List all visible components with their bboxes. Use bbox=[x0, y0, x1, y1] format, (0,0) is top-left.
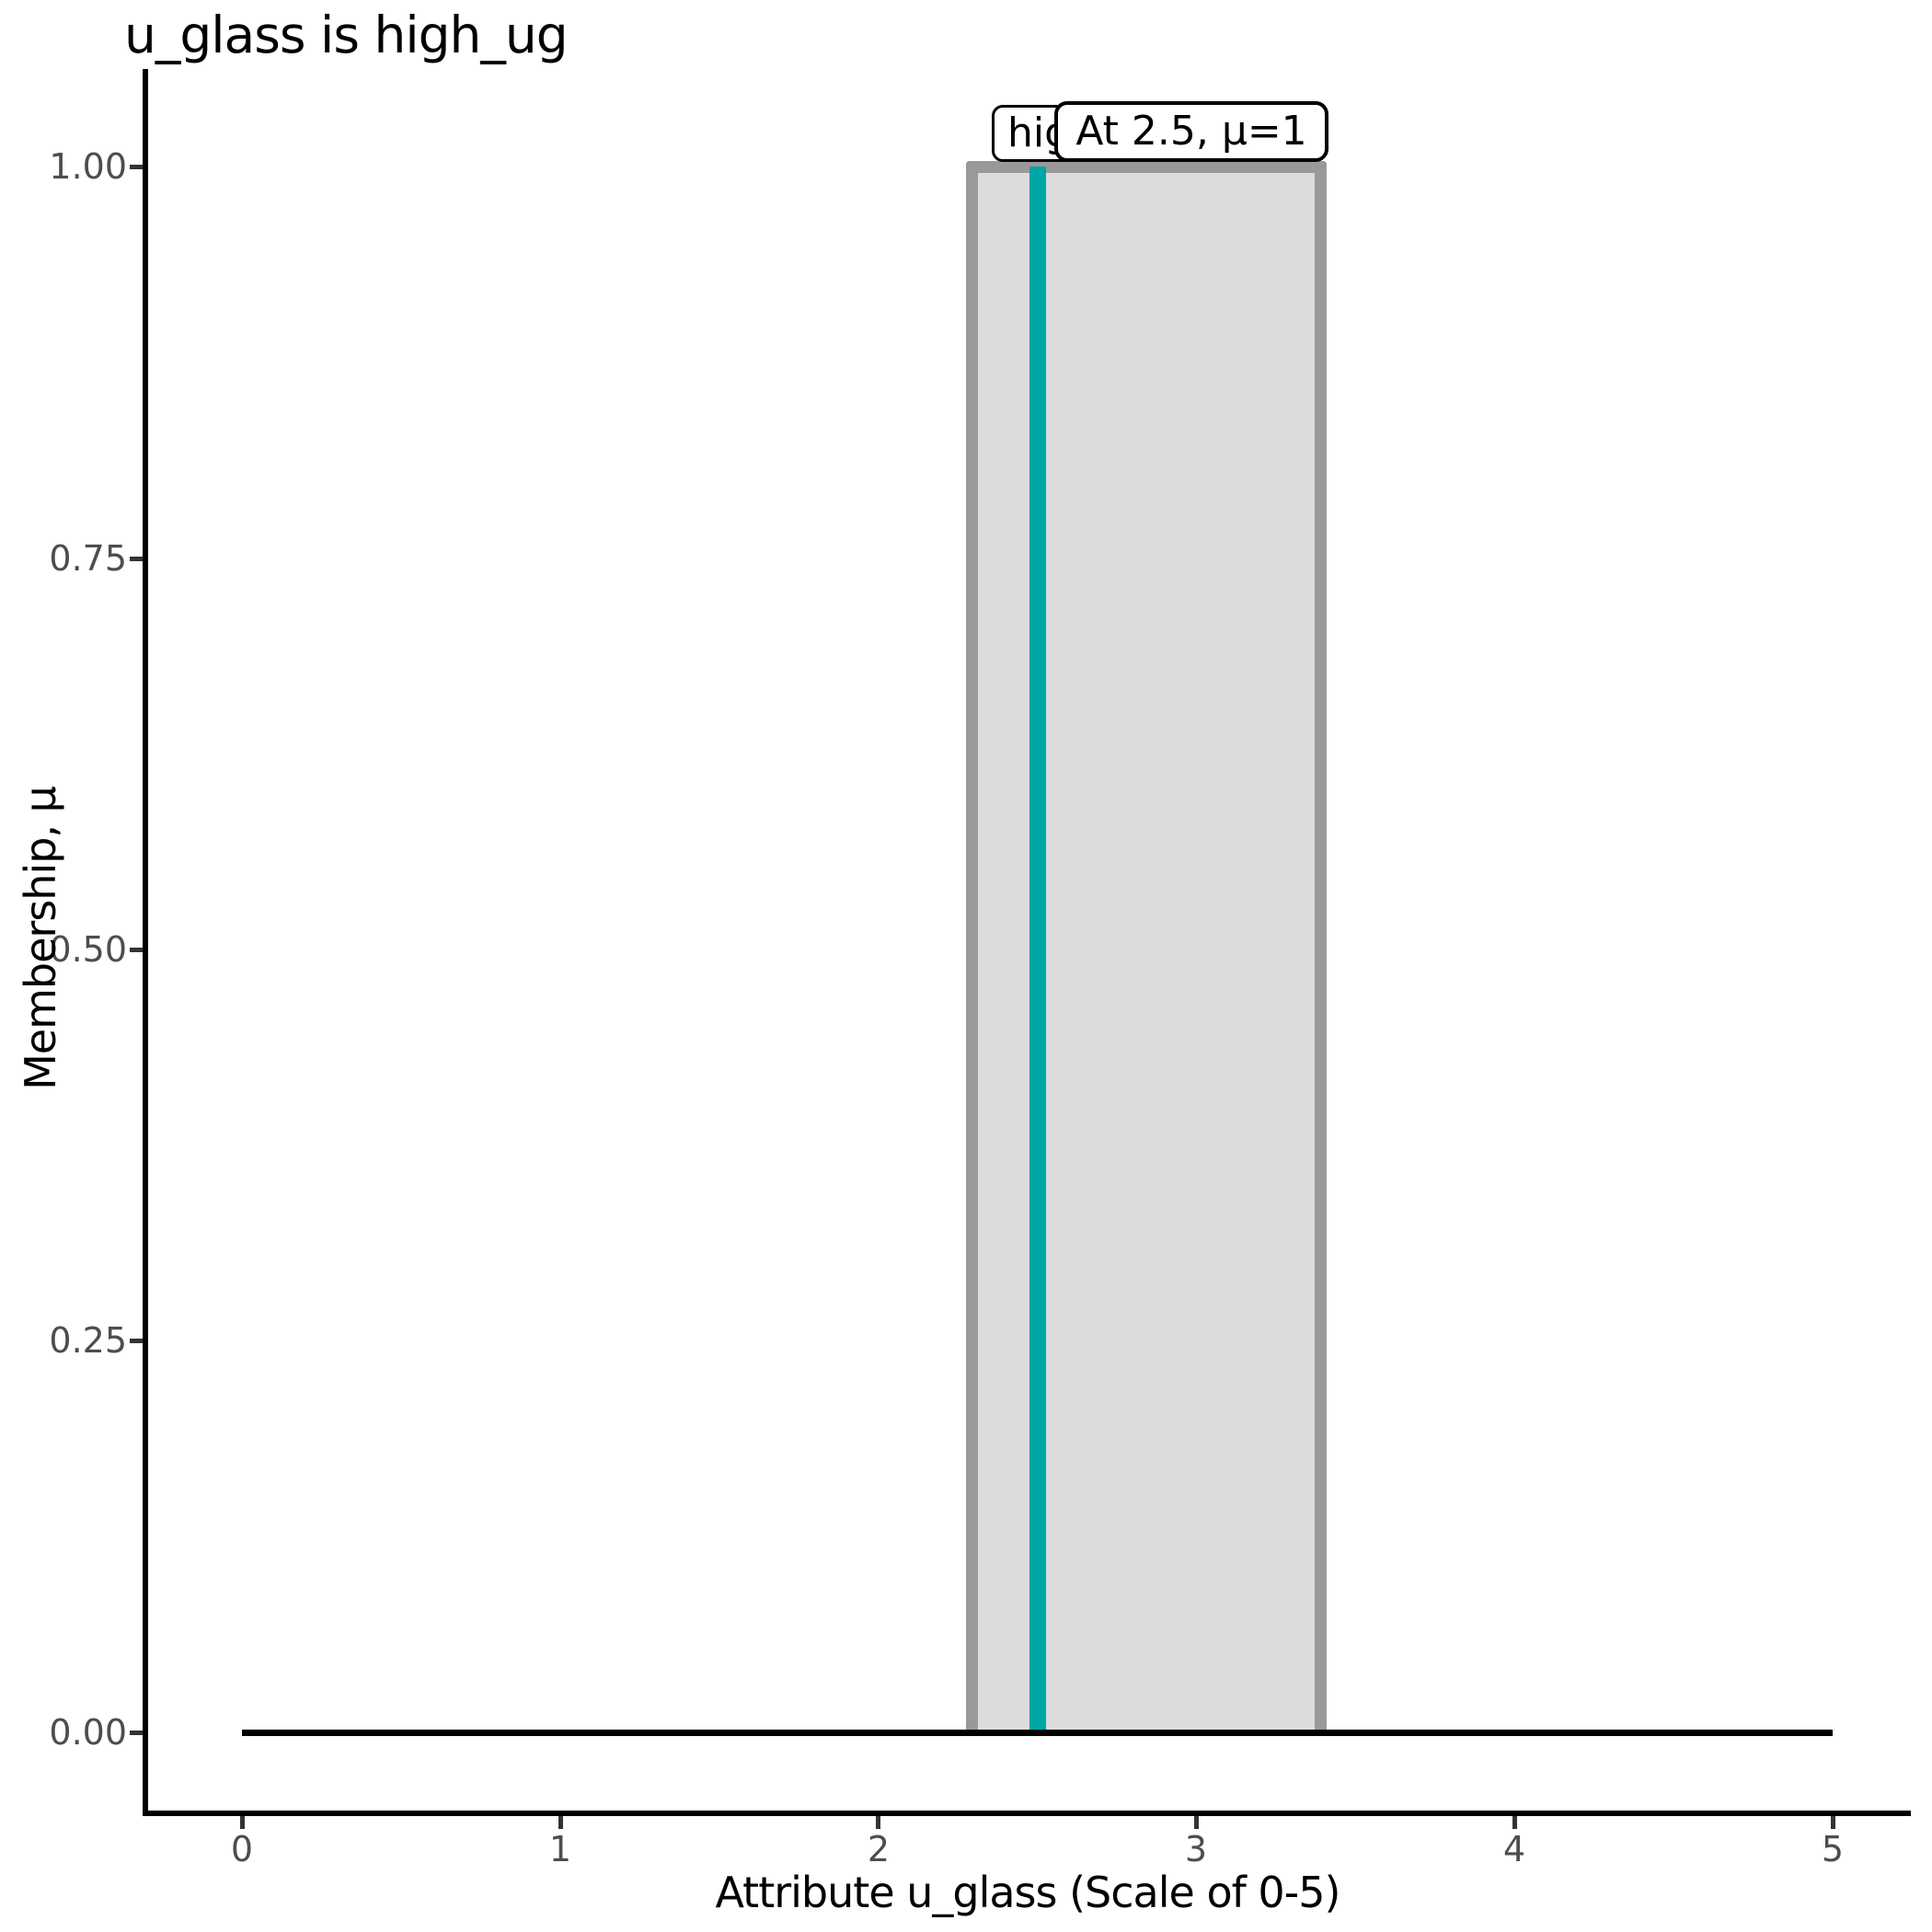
x-tick-4 bbox=[1512, 1816, 1517, 1829]
y-axis-label: Membership, μ bbox=[16, 787, 65, 1090]
y-tick-label: 0.00 bbox=[49, 1712, 127, 1753]
x-tick-0 bbox=[240, 1816, 245, 1829]
x-tick-label: 1 bbox=[548, 1829, 572, 1869]
y-tick-0.50 bbox=[130, 948, 143, 952]
y-tick-0.75 bbox=[130, 557, 143, 561]
chart-title: u_glass is high_ug bbox=[124, 6, 569, 64]
membership-function-rectangle bbox=[966, 161, 1327, 1732]
y-axis-spine bbox=[143, 69, 148, 1816]
x-tick-label: 4 bbox=[1502, 1829, 1526, 1869]
y-tick-label: 0.25 bbox=[49, 1320, 127, 1361]
y-tick-label: 1.00 bbox=[49, 146, 127, 187]
x-tick-2 bbox=[876, 1816, 880, 1829]
x-tick-1 bbox=[558, 1816, 563, 1829]
membership-zero-line bbox=[242, 1730, 1833, 1736]
y-tick-label: 0.75 bbox=[49, 538, 127, 579]
x-tick-label: 0 bbox=[230, 1829, 254, 1869]
x-tick-label: 3 bbox=[1184, 1829, 1208, 1869]
y-tick-label: 0.50 bbox=[49, 929, 127, 970]
y-tick-0.00 bbox=[130, 1731, 143, 1735]
x-tick-3 bbox=[1194, 1816, 1199, 1829]
membership-value-annotation: At 2.5, μ=1 bbox=[1054, 101, 1328, 162]
x-axis-label: Attribute u_glass (Scale of 0-5) bbox=[715, 1868, 1341, 1917]
x-tick-5 bbox=[1831, 1816, 1835, 1829]
x-axis-spine bbox=[143, 1811, 1911, 1816]
input-value-marker-line bbox=[1029, 167, 1046, 1732]
x-tick-label: 2 bbox=[867, 1829, 891, 1869]
y-tick-0.25 bbox=[130, 1339, 143, 1343]
y-tick-1.00 bbox=[130, 165, 143, 169]
x-tick-label: 5 bbox=[1821, 1829, 1845, 1869]
